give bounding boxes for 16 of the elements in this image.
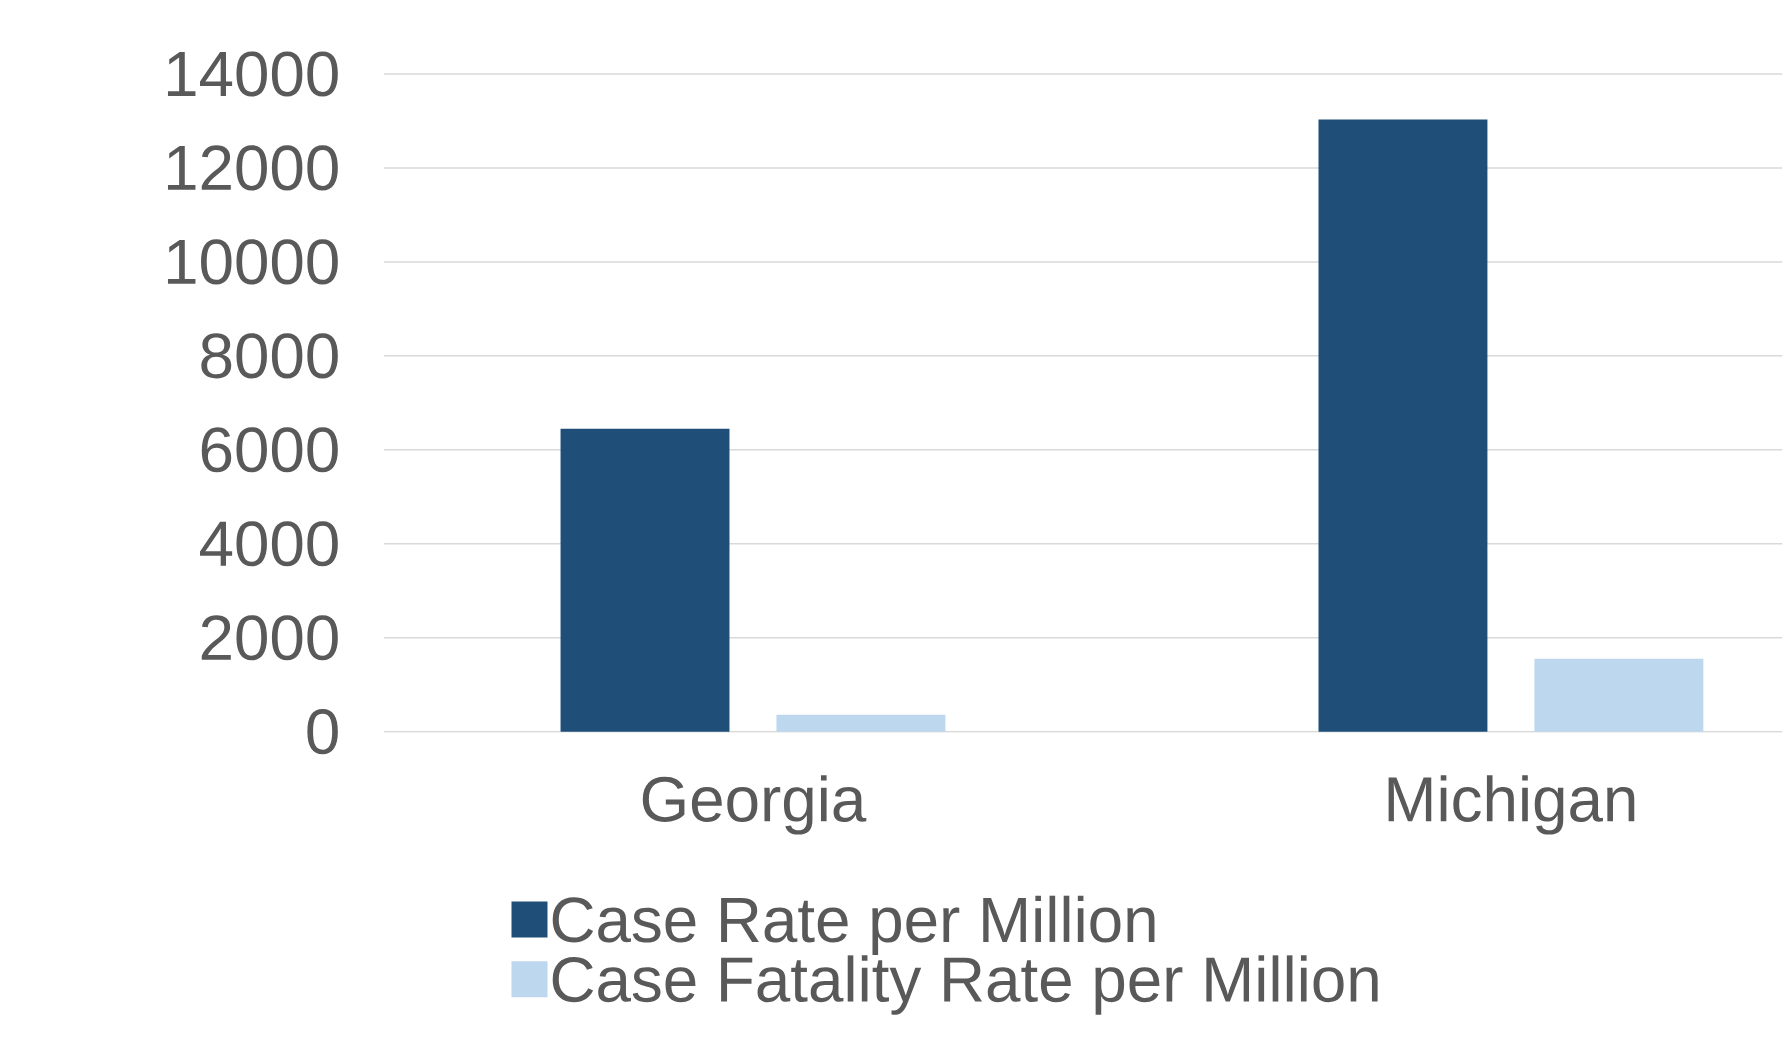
y-tick-label: 2000 [201,615,338,661]
legend-label: Case Rate per Million [552,895,1155,956]
bar [776,714,946,732]
y-tick-label: 12000 [167,145,338,191]
y-tick-label: 8000 [201,333,338,379]
x-tick-label: Georgia [642,775,867,835]
y-tick-label: 0 [307,709,338,755]
legend-label: Case Fatality Rate per Million [552,955,1378,1015]
y-tick-label: 6000 [201,427,338,473]
y-tick-label: 4000 [200,521,338,567]
bar [1318,119,1488,732]
bar [1534,659,1704,732]
y-tick-label: 14000 [167,51,338,97]
x-tick-label: Michigan [1388,775,1635,835]
bar [560,428,730,732]
y-tick-label: 10000 [167,239,338,285]
